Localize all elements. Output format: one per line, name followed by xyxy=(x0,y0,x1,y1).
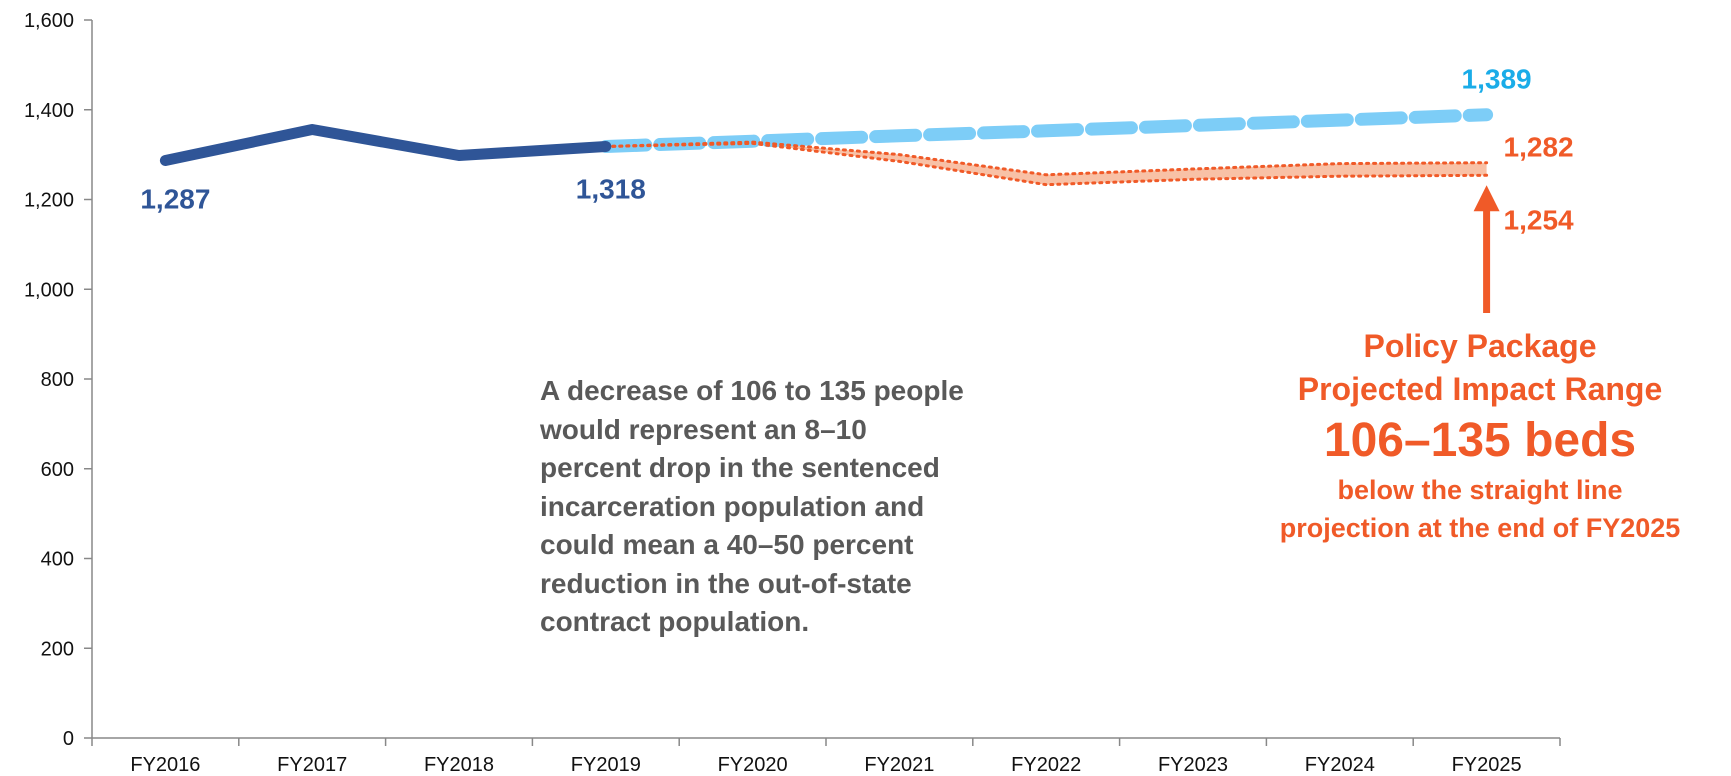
x-tick-label: FY2023 xyxy=(1158,754,1228,776)
axes xyxy=(84,19,1561,746)
y-tick-label: 600 xyxy=(41,459,74,481)
policy-title-line: Projected Impact Range xyxy=(1297,371,1663,407)
series-group xyxy=(159,108,1494,187)
note-line: reduction in the out-of-state xyxy=(540,567,912,599)
note-line: percent drop in the sentenced xyxy=(540,452,940,483)
policy-impact-callout: Policy Package Projected Impact Range 10… xyxy=(1230,325,1730,547)
note-line: incarceration population and xyxy=(540,490,925,522)
data-label: 1,254 xyxy=(1504,204,1574,235)
x-tick-label: FY2018 xyxy=(424,754,494,776)
x-tick-label: FY2017 xyxy=(277,754,347,776)
data-labels: 1,287 1,318 1,389 1,282 1,254 xyxy=(140,64,1574,236)
x-tick-label: FY2016 xyxy=(130,754,200,776)
x-tick-label: FY2025 xyxy=(1452,754,1522,776)
x-tick-label: FY2022 xyxy=(1011,754,1081,776)
impact-arrow xyxy=(1473,185,1500,313)
y-tick-label: 200 xyxy=(41,638,74,660)
y-tick-label: 1,200 xyxy=(24,190,74,212)
x-tick-label: FY2024 xyxy=(1305,754,1375,776)
data-label: 1,318 xyxy=(576,174,646,205)
x-tick-label: FY2019 xyxy=(571,754,641,776)
data-label: 1,282 xyxy=(1504,132,1574,163)
policy-subtitle-line: projection at the end of FY2025 xyxy=(1279,513,1681,543)
y-tick-label: 1,400 xyxy=(24,100,74,122)
y-tick-label: 800 xyxy=(41,369,74,391)
policy-impact-value: 106–135 beds xyxy=(1323,414,1637,467)
arrow-head xyxy=(1473,185,1500,212)
policy-range-band xyxy=(605,142,1487,185)
note-line: A decrease of 106 to 135 people xyxy=(540,375,964,406)
data-label: 1,389 xyxy=(1462,64,1532,95)
y-tick-label: 400 xyxy=(41,549,74,571)
series-actual xyxy=(159,124,612,166)
note-line: contract population. xyxy=(540,606,810,637)
y-tick-label: 1,600 xyxy=(24,10,74,32)
x-tick-label: FY2020 xyxy=(718,754,788,776)
tick-labels: 0 200 400 600 800 1,000 1,200 1,400 1,600 FY2016 F… xyxy=(24,10,1522,776)
series-policy-low xyxy=(604,141,1489,187)
policy-title-line: Policy Package xyxy=(1363,328,1597,364)
policy-subtitle-line: below the straight line xyxy=(1337,475,1623,505)
x-tick-label: FY2021 xyxy=(864,754,934,776)
y-tick-label: 0 xyxy=(63,728,74,750)
decrease-note: A decrease of 106 to 135 people would re… xyxy=(540,372,1100,642)
data-label: 1,287 xyxy=(140,183,210,214)
y-tick-label: 1,000 xyxy=(24,279,74,301)
note-line: could mean a 40–50 percent xyxy=(540,529,914,560)
note-line: would represent an 8–10 xyxy=(540,413,867,445)
